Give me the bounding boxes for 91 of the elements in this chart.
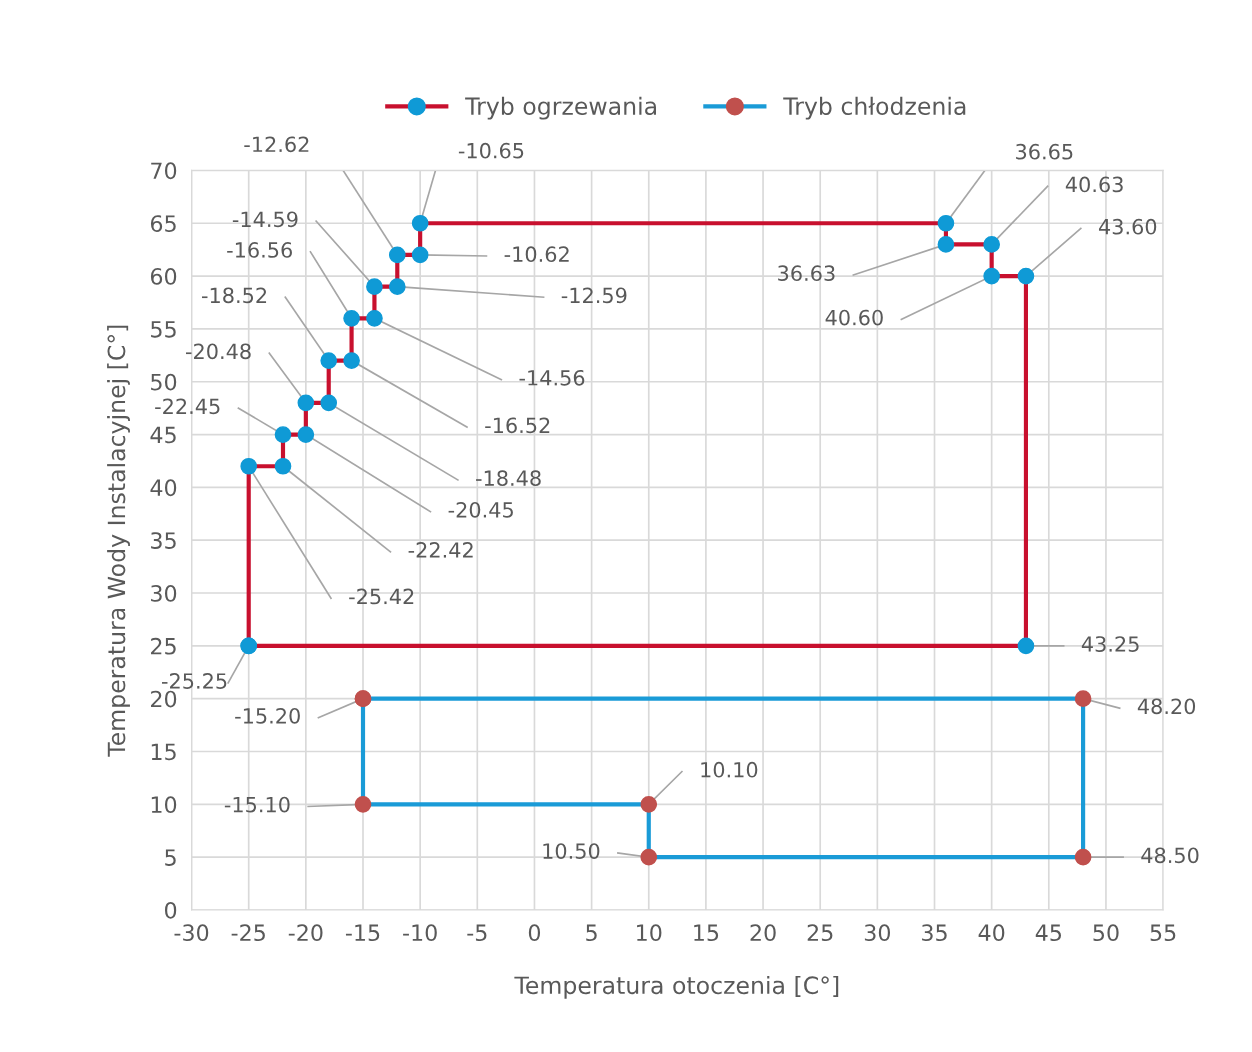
y-tick-label: 45 xyxy=(150,426,176,444)
y-tick-label: 50 xyxy=(151,373,177,391)
x-axis-title: Temperatura otoczenia [C°] xyxy=(514,975,839,999)
x-tick-label: 45 xyxy=(1035,924,1062,942)
point xyxy=(297,426,315,443)
annotation: 36.65 xyxy=(1016,143,1073,160)
y-axis-title: Temperatura Wody Instalacyjnej [C°] xyxy=(107,325,130,757)
point xyxy=(983,236,1000,253)
y-tick-label: 5 xyxy=(165,849,176,866)
annotation: -22.42 xyxy=(408,542,473,558)
point xyxy=(343,310,360,327)
y-tick-label: 70 xyxy=(151,162,177,180)
annotation: -16.56 xyxy=(227,242,292,258)
x-tick-label: 20 xyxy=(750,924,776,942)
point xyxy=(411,214,429,232)
annotation: -10.65 xyxy=(458,142,524,159)
x-tick-label: -25 xyxy=(231,924,265,942)
y-tick-label: 20 xyxy=(151,690,177,708)
point xyxy=(983,267,1000,285)
point xyxy=(274,457,292,475)
point xyxy=(1074,848,1092,866)
x-tick-label: 40 xyxy=(978,924,1005,942)
y-tick-label: 40 xyxy=(150,479,177,497)
annotation: 40.60 xyxy=(825,309,883,326)
legend-label: Tryb ogrzewania xyxy=(465,96,656,120)
x-tick-label: 55 xyxy=(1150,924,1176,942)
annotation: -18.48 xyxy=(476,470,541,487)
point xyxy=(640,795,658,813)
x-tick-label: -30 xyxy=(174,924,209,942)
y-tick-label: 30 xyxy=(151,584,177,602)
x-tick-label: -5 xyxy=(467,924,487,942)
annotation: -14.59 xyxy=(232,211,298,228)
point xyxy=(354,795,372,813)
y-tick-label: 55 xyxy=(151,321,176,338)
point xyxy=(937,236,955,253)
y-tick-label: 35 xyxy=(151,532,176,549)
x-tick-label: 25 xyxy=(807,924,833,942)
annotation: -25.25 xyxy=(161,673,227,689)
annotation: 43.25 xyxy=(1081,636,1139,652)
x-tick-label: 50 xyxy=(1093,924,1119,942)
point xyxy=(366,310,383,327)
annotation: 48.50 xyxy=(1141,847,1199,864)
x-tick-label: 15 xyxy=(694,924,719,942)
annotation: -18.52 xyxy=(202,287,267,304)
y-tick-label: 0 xyxy=(164,901,177,919)
x-tick-label: -20 xyxy=(288,924,323,942)
annotation: -14.56 xyxy=(519,369,585,386)
point xyxy=(640,848,658,866)
point xyxy=(240,457,258,475)
annotation: -16.52 xyxy=(485,417,550,434)
annotation: 10.10 xyxy=(701,761,758,778)
x-tick-label: 10 xyxy=(637,924,662,942)
annotation: 43.60 xyxy=(1098,218,1157,235)
x-tick-label: 0 xyxy=(528,924,541,942)
annotation: -25.42 xyxy=(349,588,414,605)
y-tick-label: 25 xyxy=(151,637,176,655)
point xyxy=(937,214,955,232)
annotation: -20.45 xyxy=(448,501,513,518)
legend-label: Tryb chłodzenia xyxy=(783,96,966,120)
point xyxy=(343,352,360,369)
y-tick-label: 65 xyxy=(150,215,176,233)
point xyxy=(274,426,292,443)
point xyxy=(1074,690,1092,708)
point xyxy=(297,394,315,412)
annotation: -10.62 xyxy=(504,246,569,263)
point xyxy=(388,278,406,295)
point xyxy=(320,394,338,412)
point xyxy=(1017,267,1035,285)
x-tick-label: -15 xyxy=(345,924,380,942)
annotation: -20.48 xyxy=(186,343,251,360)
x-tick-label: -10 xyxy=(403,924,437,942)
annotation: 40.63 xyxy=(1065,176,1123,193)
y-tick-label: 15 xyxy=(151,743,176,761)
annotation: 48.20 xyxy=(1137,698,1196,715)
annotation: -12.59 xyxy=(561,287,627,304)
x-tick-label: 35 xyxy=(922,924,947,942)
x-tick-label: 5 xyxy=(586,924,597,942)
x-tick-label: 30 xyxy=(864,924,891,942)
y-tick-label: 10 xyxy=(151,796,177,814)
point xyxy=(388,246,406,264)
annotation: -12.62 xyxy=(244,136,309,153)
y-tick-label: 60 xyxy=(150,268,177,285)
annotation: 36.63 xyxy=(778,265,835,282)
annotation: -15.10 xyxy=(224,796,290,813)
point xyxy=(411,246,429,264)
point xyxy=(320,352,338,369)
point xyxy=(366,278,383,295)
annotation: 10.50 xyxy=(543,843,600,859)
annotation: -15.20 xyxy=(235,707,300,724)
point xyxy=(1017,637,1035,655)
annotation: -22.45 xyxy=(155,398,220,415)
